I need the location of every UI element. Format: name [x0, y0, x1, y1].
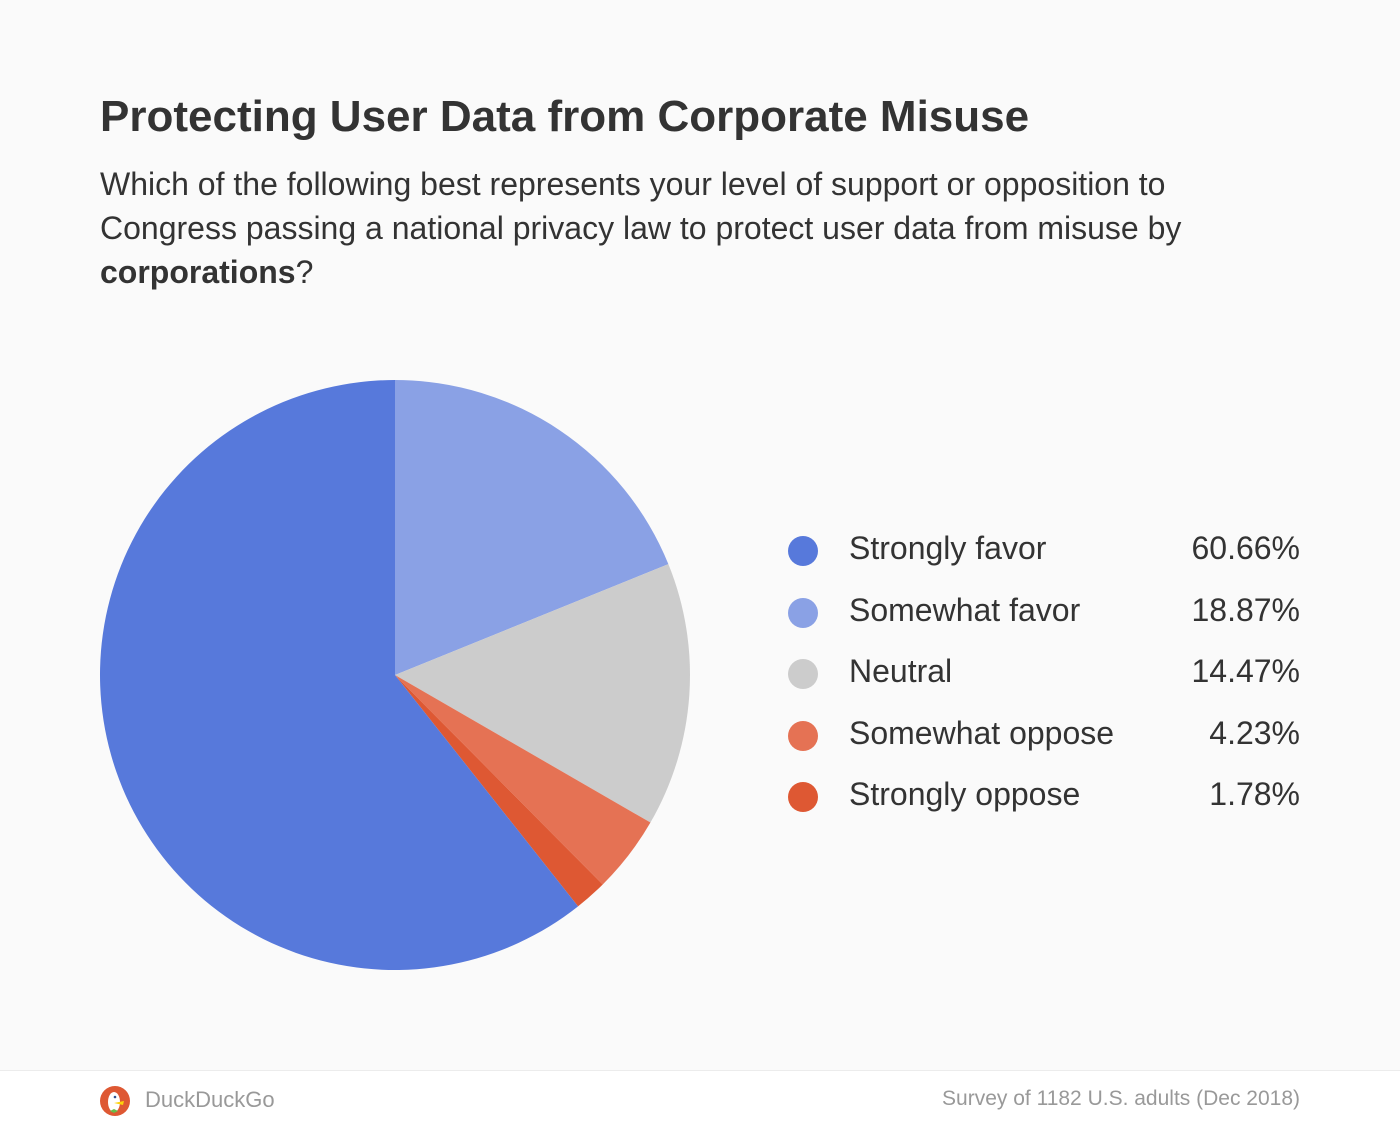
pie-slice-somewhat-oppose: [395, 675, 651, 885]
subtitle-end: ?: [295, 254, 314, 290]
legend-label: Somewhat oppose: [849, 714, 1115, 751]
pie-slice-somewhat-favor: [395, 380, 669, 675]
legend-swatch: [788, 782, 818, 812]
legend-value: 1.78%: [1209, 776, 1300, 812]
brand-name: DuckDuckGo: [145, 1087, 275, 1112]
legend-label: Somewhat favor: [849, 591, 1081, 628]
legend-value: 4.23%: [1209, 714, 1300, 751]
legend: Strongly favor 60.66% Somewhat favor 18.87…: [788, 530, 1300, 838]
pie-chart: [99, 380, 690, 970]
pie-slice-neutral: [395, 564, 690, 823]
chart-title: Protecting User Data from Corporate Misu…: [100, 92, 1030, 141]
legend-item: Neutral 14.47%: [788, 653, 1300, 715]
legend-label: Strongly favor: [849, 530, 1047, 566]
legend-value: 60.66%: [1191, 530, 1300, 566]
legend-label: Strongly oppose: [849, 776, 1081, 812]
duckduckgo-logo-icon: [100, 1086, 130, 1116]
pie-slice-strongly-oppose: [395, 675, 603, 907]
footer: DuckDuckGo Survey of 1182 U.S. adults (D…: [0, 1070, 1400, 1131]
legend-item: Somewhat oppose 4.23%: [788, 715, 1300, 777]
legend-label: Neutral: [849, 653, 953, 689]
legend-item: Strongly oppose 1.78%: [788, 776, 1300, 838]
pie-slice-strongly-favor: [99, 380, 579, 970]
chart-subtitle: Which of the following best represents y…: [100, 162, 1300, 294]
subtitle-text: Which of the following best represents y…: [100, 166, 1182, 246]
legend-value: 14.47%: [1191, 653, 1300, 689]
legend-swatch: [788, 659, 818, 689]
legend-item: Strongly favor 60.66%: [788, 530, 1300, 592]
legend-swatch: [788, 720, 818, 751]
legend-item: Somewhat favor 18.87%: [788, 592, 1300, 654]
legend-swatch: [788, 536, 818, 566]
source-note: Survey of 1182 U.S. adults (Dec 2018): [942, 1087, 1300, 1110]
legend-value: 18.87%: [1191, 591, 1300, 628]
legend-swatch: [788, 597, 818, 628]
subtitle-emphasis: corporations: [100, 254, 296, 290]
